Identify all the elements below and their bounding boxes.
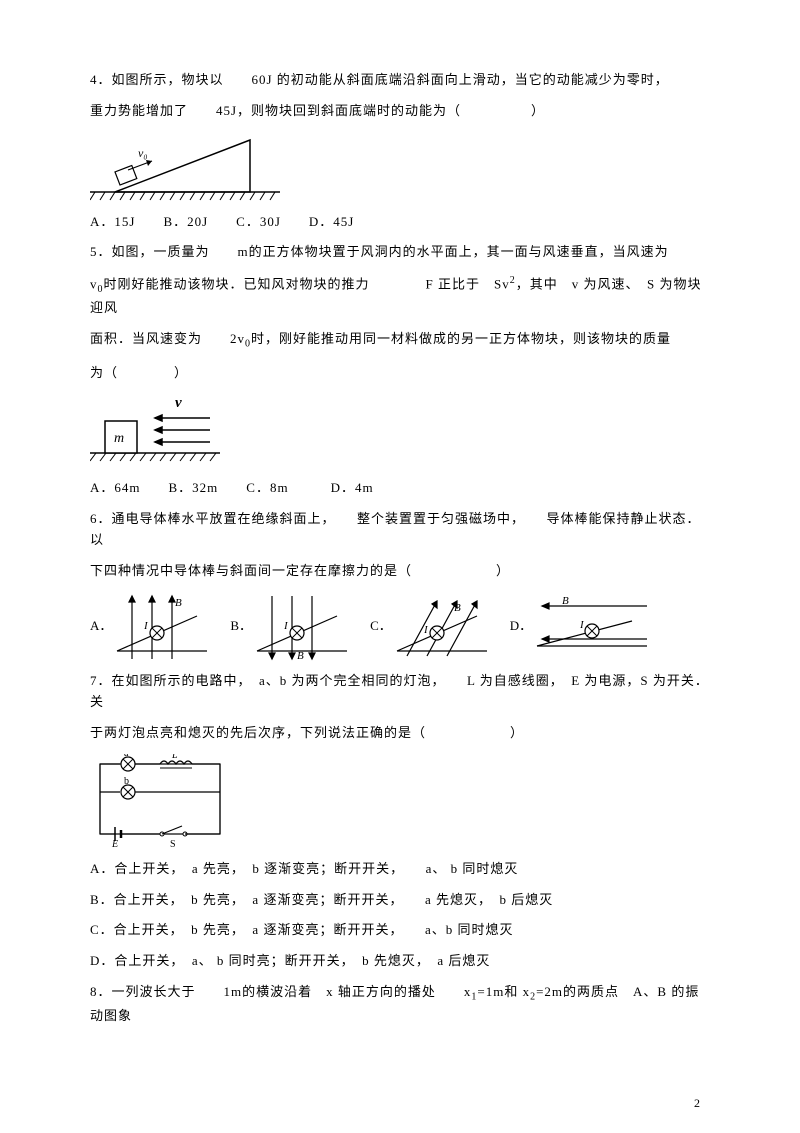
q6-options: A． I B B． I B	[90, 591, 710, 661]
svg-text:E: E	[111, 839, 118, 849]
svg-text:B: B	[297, 650, 304, 661]
q5-line2: v0时刚好能推动该物块．已知风对物块的推力 F 正比于 Sv2，其中 v 为风速…	[90, 273, 710, 319]
svg-text:B: B	[454, 602, 461, 614]
q8-line1: 8．一列波长大于 1m的横波沿着 x 轴正方向的播处 x1=1m和 x2=2m的…	[90, 982, 710, 1026]
q6-line2: 下四种情况中导体棒与斜面间一定存在摩擦力的是（ ）	[90, 561, 710, 582]
svg-text:I: I	[143, 620, 149, 632]
q7-optB: B．合上开关， b 先亮， a 逐渐变亮；断开开关， a 先熄灭， b 后熄灭	[90, 890, 710, 911]
q6-optB: B． I B	[230, 591, 352, 661]
q5-line1: 5．如图，一质量为 m的正方体物块置于风洞内的水平面上，其一面与风速垂直，当风速…	[90, 242, 710, 263]
svg-text:m: m	[114, 431, 124, 446]
svg-text:a: a	[124, 754, 129, 759]
svg-text:v₀: v₀	[138, 146, 148, 160]
page-number: 2	[694, 1094, 700, 1113]
svg-text:S: S	[170, 839, 176, 849]
q7-optA: A．合上开关， a 先亮， b 逐渐变亮；断开开关， a、 b 同时熄灭	[90, 859, 710, 880]
q7-figure: a L b E S	[90, 754, 710, 849]
svg-text:B: B	[562, 595, 569, 607]
svg-text:b: b	[124, 776, 129, 787]
q4-options: A．15J B．20J C．30J D．45J	[90, 212, 710, 233]
q4-figure: v₀	[90, 132, 710, 202]
q4-line1: 4．如图所示，物块以 60J 的初动能从斜面底端沿斜面向上滑动，当它的动能减少为…	[90, 70, 710, 91]
q4-line2: 重力势能增加了 45J，则物块回到斜面底端时的动能为（ ）	[90, 101, 710, 122]
q5-line3: 面积．当风速变为 2v0时，刚好能推动用同一材料做成的另一正方体物块，则该物块的…	[90, 329, 710, 353]
q6-optA: A． I B	[90, 591, 212, 661]
svg-text:I: I	[423, 624, 429, 636]
q6-optC: C． I B	[370, 591, 492, 661]
q6-line1: 6．通电导体棒水平放置在绝缘斜面上， 整个装置置于匀强磁场中， 导体棒能保持静止…	[90, 509, 710, 551]
q5-figure: m v	[90, 393, 710, 468]
svg-text:v: v	[175, 395, 182, 411]
svg-text:I: I	[283, 620, 289, 632]
svg-text:B: B	[175, 597, 182, 609]
q5-options: A．64m B．32m C．8m D．4m	[90, 478, 710, 499]
q6-optD: D． I B	[510, 591, 652, 661]
svg-text:I: I	[579, 619, 585, 631]
q7-line1: 7．在如图所示的电路中， a、b 为两个完全相同的灯泡， L 为自感线圈， E …	[90, 671, 710, 713]
q7-line2: 于两灯泡点亮和熄灭的先后次序，下列说法正确的是（ ）	[90, 723, 710, 744]
q7-optC: C．合上开关， b 先亮， a 逐渐变亮；断开开关， a、b 同时熄灭	[90, 920, 710, 941]
q7-optD: D．合上开关， a、 b 同时亮；断开开关， b 先熄灭， a 后熄灭	[90, 951, 710, 972]
svg-text:L: L	[171, 754, 178, 761]
q5-line4: 为（ ）	[90, 363, 710, 384]
